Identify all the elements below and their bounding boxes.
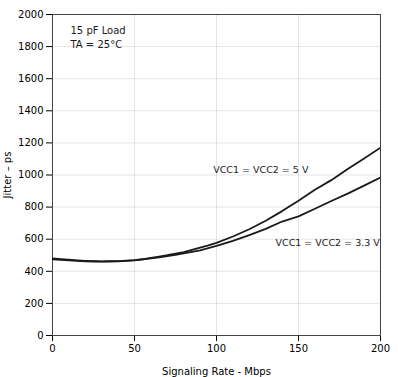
svg-text:200: 200	[371, 343, 390, 354]
svg-text:1800: 1800	[18, 41, 43, 52]
svg-text:Signaling Rate - Mbps: Signaling Rate - Mbps	[162, 366, 271, 377]
svg-text:100: 100	[207, 343, 226, 354]
svg-text:600: 600	[24, 233, 43, 244]
svg-text:150: 150	[289, 343, 308, 354]
svg-text:VCC1 = VCC2 = 5 V: VCC1 = VCC2 = 5 V	[213, 164, 309, 175]
svg-text:200: 200	[24, 298, 43, 309]
svg-text:800: 800	[24, 201, 43, 212]
svg-text:50: 50	[128, 343, 141, 354]
svg-text:2000: 2000	[18, 9, 43, 20]
svg-text:1000: 1000	[18, 169, 43, 180]
svg-text:VCC1 = VCC2 = 3.3 V: VCC1 = VCC2 = 3.3 V	[276, 237, 381, 248]
svg-text:400: 400	[24, 266, 43, 277]
svg-text:Jitter – ps: Jitter – ps	[2, 152, 13, 200]
svg-text:1600: 1600	[18, 73, 43, 84]
svg-text:1400: 1400	[18, 105, 43, 116]
svg-text:0: 0	[37, 330, 43, 341]
svg-text:0: 0	[49, 343, 55, 354]
svg-text:15 pF LoadTA = 25°C: 15 pF LoadTA = 25°C	[70, 25, 126, 50]
svg-text:1200: 1200	[18, 137, 43, 148]
